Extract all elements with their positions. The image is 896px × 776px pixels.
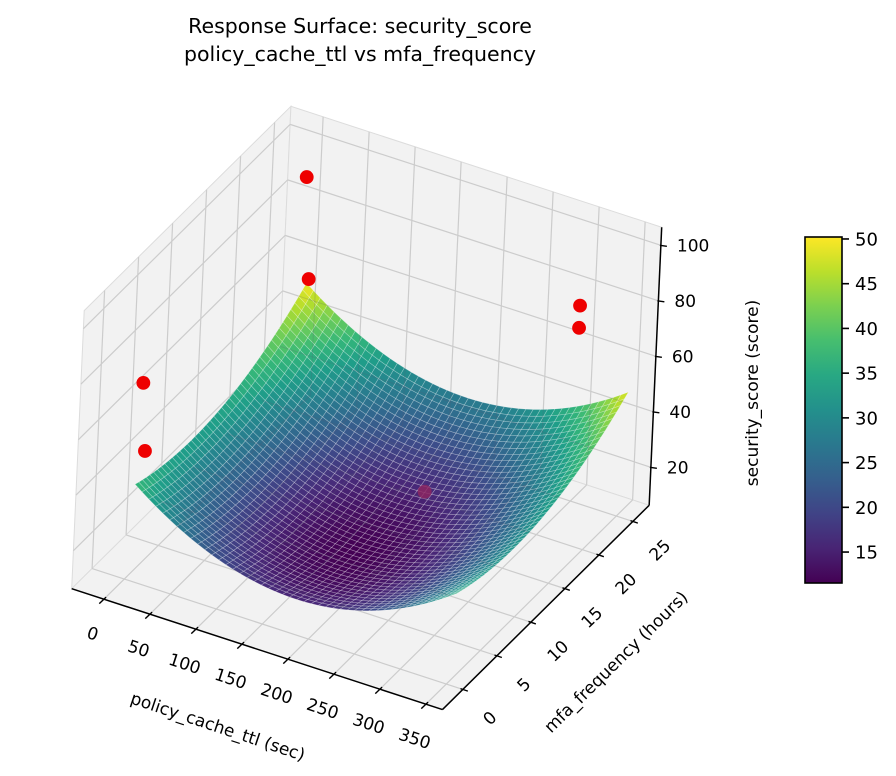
colorbar-tick-label-5: 40 — [855, 319, 878, 340]
data-point-1 — [301, 272, 316, 286]
data-point-4 — [573, 298, 587, 313]
z-axis-label: security_score (score) — [743, 300, 763, 486]
colorbar-tick-label-1: 20 — [855, 498, 878, 519]
colorbar-tick-label-0: 15 — [855, 543, 878, 564]
z-tick-label-1: 40 — [669, 403, 691, 423]
surface-mesh — [134, 282, 630, 612]
data-point-3 — [138, 444, 152, 458]
data-point-5 — [572, 320, 586, 335]
colorbar-tick-label-2: 25 — [855, 453, 878, 474]
colorbar-tick-label-7: 50 — [855, 229, 878, 250]
z-tick-label-3: 80 — [674, 292, 696, 312]
z-tick-label-2: 60 — [672, 347, 694, 367]
chart-title-line1: Response Surface: security_score — [188, 14, 532, 39]
colorbar-tick-label-3: 30 — [855, 408, 878, 429]
data-point-0 — [299, 170, 314, 184]
colorbar: 15 20 25 30 35 40 45 50 — [804, 229, 878, 584]
colorbar-gradient — [804, 236, 843, 584]
data-point-2 — [136, 375, 151, 390]
scatter-points — [136, 170, 587, 458]
z-tick-label-0: 20 — [667, 458, 689, 478]
chart-title-line2: policy_cache_ttl vs mfa_frequency — [184, 42, 536, 67]
data-point-embedded — [417, 484, 432, 499]
z-tick-label-4: 100 — [677, 236, 709, 256]
colorbar-tick-label-4: 35 — [855, 364, 878, 385]
colorbar-tick-label-6: 45 — [855, 274, 878, 295]
